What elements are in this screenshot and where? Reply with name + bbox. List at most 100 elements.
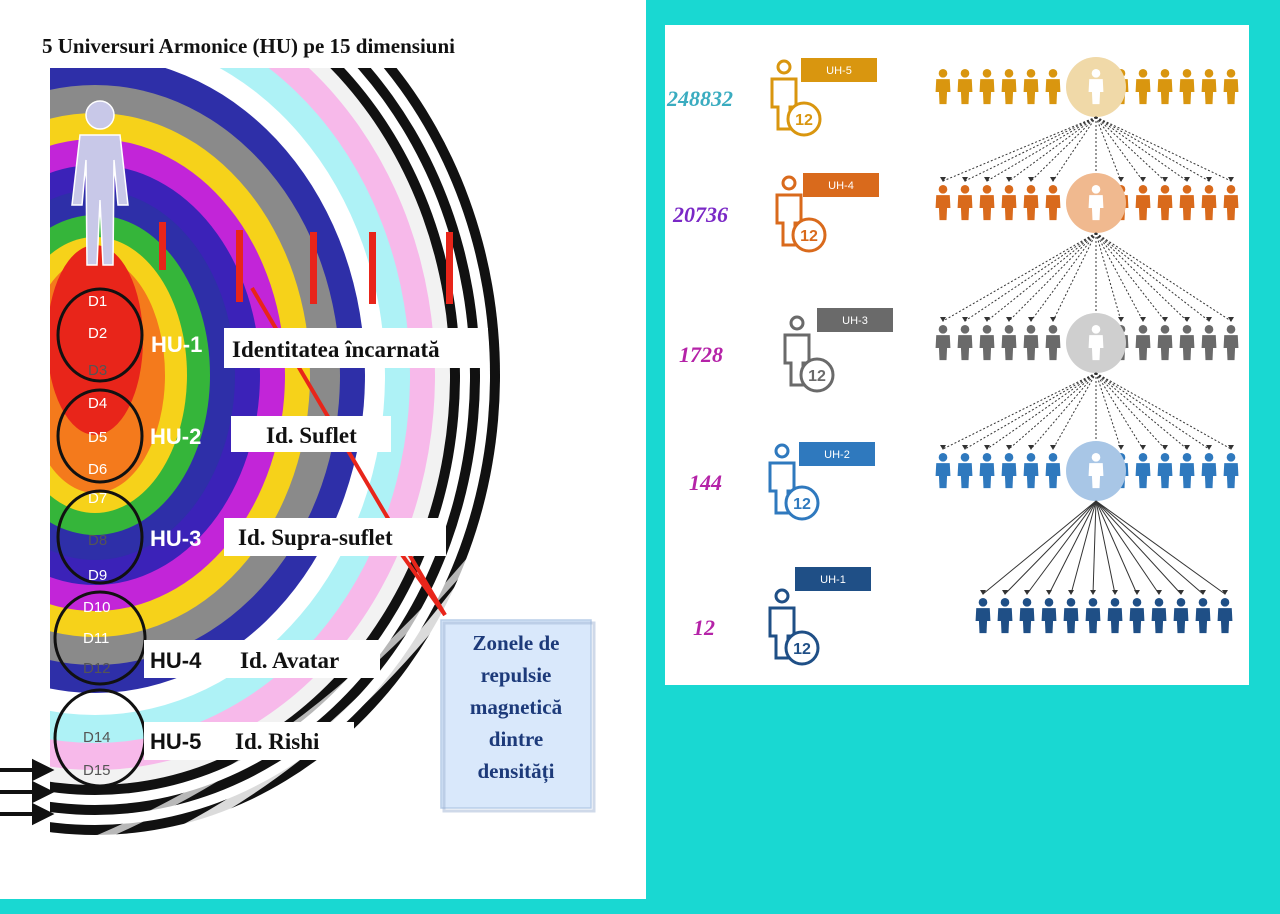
person-icon (1001, 325, 1017, 361)
person-icon (1023, 325, 1039, 361)
person-icon (975, 598, 991, 634)
badge-circle (784, 630, 820, 666)
repulsion-bars (159, 222, 453, 304)
level-row: 12 UH-1 12 (693, 567, 1233, 666)
badge-number: 12 (793, 641, 811, 658)
person-icon (1129, 598, 1145, 634)
repulsion-bar (446, 232, 453, 304)
person-icon (1023, 69, 1039, 105)
dimension-label: D14 (83, 729, 111, 746)
person-icon (1135, 325, 1151, 361)
person-icon (1107, 598, 1123, 634)
hu-row-3: HU-3 Id. Supra-suflet (150, 518, 446, 556)
person-icon (1173, 598, 1189, 634)
zone-line: repulsie (481, 663, 552, 687)
person-icon (1223, 325, 1239, 361)
identity-box (144, 640, 380, 678)
identity-label: Id. Suflet (266, 423, 357, 448)
level-tag (801, 58, 877, 82)
zone-box: Zonele de repulsie magnetică dintre dens… (440, 619, 596, 813)
person-icon (935, 453, 951, 489)
person-icon (1001, 69, 1017, 105)
badge-circle (799, 357, 835, 393)
level-tag (799, 442, 875, 466)
hu-row-1: HU-1 Identitatea încarnată (151, 328, 488, 368)
hu-row-4: HU-4 Id. Avatar (144, 640, 380, 678)
person-icon (1045, 453, 1061, 489)
person-icon (1195, 598, 1211, 634)
hu-code: HU-2 (150, 424, 201, 449)
central-person-icon (1088, 453, 1104, 489)
person-icon (997, 598, 1013, 634)
level-count: 248832 (666, 86, 733, 111)
level-count: 12 (693, 615, 715, 640)
identity-label: Id. Rishi (235, 729, 320, 754)
human-figure-icon (71, 100, 129, 266)
identity-label: Id. Avatar (240, 648, 339, 673)
person-icon (957, 185, 973, 221)
person-icon (1179, 453, 1195, 489)
person-icon (1157, 69, 1173, 105)
level-tag (795, 567, 871, 591)
person-icon (1045, 325, 1061, 361)
dimension-label: D9 (88, 567, 107, 584)
dimension-label: D11 (83, 630, 109, 647)
badge-number: 12 (800, 228, 818, 245)
central-person-icon (1088, 69, 1104, 105)
level-tag (803, 173, 879, 197)
person-icon (1041, 598, 1057, 634)
band-red (50, 245, 143, 435)
zone-line: dintre (489, 727, 543, 751)
person-icon (979, 325, 995, 361)
dimension-label: D1 (88, 293, 107, 310)
identity-box (231, 416, 391, 452)
person-icon (957, 325, 973, 361)
identity-label: Identitatea încarnată (232, 337, 440, 362)
dimension-labels: D1 D2 D3 D4 D5 D6 D7 D8 D9 D10 D11 D12 D… (83, 293, 111, 779)
dimension-label: D2 (88, 325, 107, 342)
level-row: 248832 UH-5 12 (666, 57, 1239, 182)
hu-code: HU-1 (151, 332, 202, 357)
person-icon (1019, 598, 1035, 634)
dimension-label: D13 (83, 693, 111, 710)
soul-multiplication-diagram: 248832 UH-5 12 20736 UH-4 12 1728 UH-3 12 144 UH-2… (665, 25, 1249, 685)
zone-line: densități (477, 759, 554, 784)
level-row: 144 UH-2 12 (689, 441, 1239, 595)
central-person-icon (1088, 185, 1104, 221)
level-tag (817, 308, 893, 332)
dimension-label: D7 (88, 490, 107, 507)
fan-lines (940, 116, 1234, 182)
person-icon (979, 453, 995, 489)
person-icon (1179, 325, 1195, 361)
hu-code: HU-4 (150, 648, 202, 673)
zone-line: Zonele de (473, 631, 560, 655)
repulsion-bar (236, 230, 243, 302)
dimension-label: D15 (83, 762, 111, 779)
person-icon (1135, 185, 1151, 221)
fan-lines (980, 500, 1228, 595)
person-icon (1085, 598, 1101, 634)
level-count: 144 (689, 470, 722, 495)
person-icon (1023, 453, 1039, 489)
person-icon (1151, 598, 1167, 634)
person-icon (1217, 598, 1233, 634)
hu-diagram-svg: 5 Universuri Armonice (HU) pe 15 dimensi… (0, 34, 596, 865)
identity-box (224, 328, 488, 368)
incoming-arrows (0, 758, 55, 826)
repulsion-bar (159, 222, 166, 270)
person-icon (1001, 453, 1017, 489)
central-person-icon (1088, 325, 1104, 361)
diagram-title: 5 Universuri Armonice (HU) pe 15 dimensi… (42, 34, 455, 58)
person-icon (979, 185, 995, 221)
person-icon (1201, 69, 1217, 105)
person-icon (1063, 598, 1079, 634)
person-icon (1045, 69, 1061, 105)
person-icon (1157, 325, 1173, 361)
person-icon (1201, 185, 1217, 221)
repulsion-bar (369, 232, 376, 304)
person-icon (957, 453, 973, 489)
fan-lines (940, 232, 1234, 322)
level-tag-label: UH-2 (824, 449, 850, 461)
person-icon (1223, 185, 1239, 221)
level-count: 20736 (672, 202, 728, 227)
